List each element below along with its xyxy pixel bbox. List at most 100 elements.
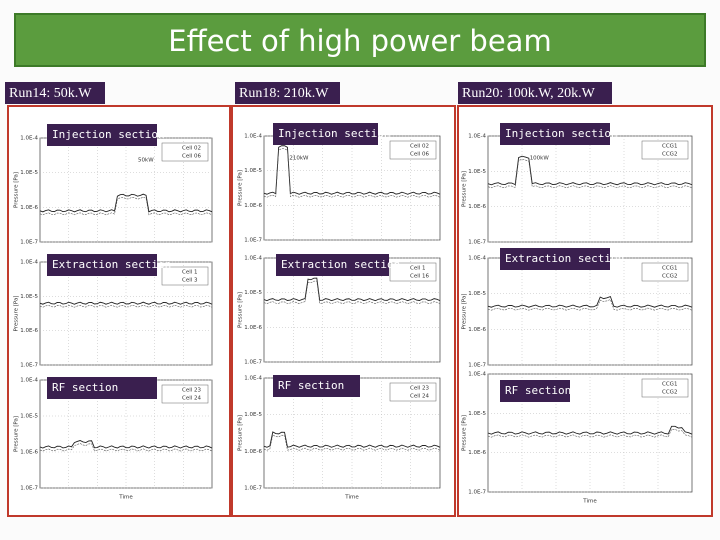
y-tick-label: 1.0E-5 (468, 169, 486, 175)
legend-box (389, 262, 437, 282)
y-tick-label: 1.0E-4 (468, 134, 486, 140)
y-tick-label: 1.0E-7 (244, 238, 262, 244)
trace (263, 434, 441, 451)
y-axis-label: Pressure [Pa] (462, 415, 468, 451)
title-bar (14, 13, 706, 67)
trace (39, 304, 213, 308)
section-box (500, 248, 610, 270)
y-tick-label: 1.0E-6 (20, 450, 38, 456)
plot-note: 100kW (530, 156, 550, 162)
y-tick-label: 1.0E-5 (468, 291, 486, 297)
y-tick-label: 1.0E-4 (20, 260, 38, 266)
y-tick-label: 1.0E-5 (468, 411, 486, 417)
trace (263, 145, 441, 195)
trace (39, 196, 213, 216)
legend-box (161, 142, 209, 162)
y-tick-label: 1.0E-4 (244, 376, 262, 382)
legend-entry: CCG2 (662, 274, 677, 280)
y-tick-label: 1.0E-5 (244, 290, 262, 296)
trace (263, 280, 441, 304)
trace (263, 431, 441, 448)
y-axis-label: Pressure [Pa] (462, 171, 468, 207)
legend-entry: CCG1 (662, 144, 677, 150)
legend-box (641, 378, 689, 398)
legend-entry: Cell 16 (410, 274, 430, 280)
legend-entry: Cell 02 (182, 146, 201, 152)
legend-entry: CCG1 (662, 266, 677, 272)
trace (487, 158, 693, 189)
y-tick-label: 1.0E-5 (244, 412, 262, 418)
y-tick-label: 1.0E-5 (20, 170, 38, 176)
column-header: Run14: 50k.W (9, 86, 92, 101)
legend-entry: Cell 06 (410, 152, 430, 158)
trace (487, 295, 693, 308)
x-axis-label: Time (344, 495, 359, 501)
y-tick-label: 1.0E-4 (244, 134, 262, 140)
section-label: Extraction section (505, 252, 624, 265)
y-tick-label: 1.0E-5 (244, 168, 262, 174)
y-tick-label: 1.0E-6 (468, 327, 486, 333)
legend-entry: Cell 06 (182, 154, 202, 160)
slide-title: Effect of high power beam (168, 24, 551, 58)
section-box (500, 123, 610, 145)
legend-box (161, 384, 209, 404)
section-box (47, 254, 157, 276)
y-axis-label: Pressure [Pa] (14, 416, 20, 452)
y-tick-label: 1.0E-5 (20, 294, 38, 300)
section-label: RF section (52, 381, 118, 394)
y-tick-label: 1.0E-6 (244, 449, 262, 455)
x-axis-label: Time (582, 499, 597, 505)
legend-entry: Cell 24 (182, 396, 202, 402)
trace (263, 148, 441, 198)
section-label: Injection section (505, 127, 618, 140)
legend-entry: CCG2 (662, 152, 677, 158)
legend-box (641, 140, 689, 160)
trace (39, 301, 213, 305)
section-label: RF section (278, 379, 344, 392)
legend-box (389, 382, 437, 402)
y-tick-label: 1.0E-6 (468, 450, 486, 456)
legend-box (161, 266, 209, 286)
trace (263, 277, 441, 302)
legend-entry: Cell 3 (182, 278, 198, 284)
y-tick-label: 1.0E-4 (20, 136, 38, 142)
trace (487, 155, 693, 186)
y-tick-label: 1.0E-4 (468, 256, 486, 262)
y-axis-label: Pressure [Pa] (14, 172, 20, 208)
y-tick-label: 1.0E-5 (20, 414, 38, 420)
y-tick-label: 1.0E-7 (468, 363, 486, 369)
section-box (276, 254, 389, 276)
trace (487, 425, 693, 435)
y-axis-label: Pressure [Pa] (238, 415, 244, 451)
trace (39, 440, 213, 449)
legend-box (389, 140, 437, 160)
section-label: Injection section (278, 127, 391, 140)
legend-entry: Cell 24 (410, 394, 430, 400)
legend-entry: CCG2 (662, 390, 677, 396)
section-label: Extraction section (52, 258, 171, 271)
y-tick-label: 1.0E-7 (468, 240, 486, 246)
legend-entry: Cell 23 (410, 386, 430, 392)
y-tick-label: 1.0E-4 (20, 378, 38, 384)
y-tick-label: 1.0E-6 (20, 328, 38, 334)
column-header: Run20: 100k.W, 20k.W (462, 86, 596, 101)
y-axis-label: Pressure [Pa] (238, 170, 244, 206)
section-box (273, 123, 378, 145)
plot-note: 210kW (289, 156, 309, 162)
y-tick-label: 1.0E-6 (20, 205, 38, 211)
section-box (500, 380, 570, 402)
y-axis-label: Pressure [Pa] (462, 294, 468, 330)
header-box (235, 82, 340, 104)
section-label: Injection section (52, 128, 165, 141)
legend-entry: Cell 02 (410, 144, 429, 150)
y-tick-label: 1.0E-7 (244, 486, 262, 492)
column-header: Run18: 210k.W (239, 86, 329, 101)
legend-entry: Cell 1 (182, 270, 198, 276)
section-label: Extraction section (281, 258, 400, 271)
y-tick-label: 1.0E-7 (20, 363, 38, 369)
header-box (5, 82, 105, 104)
y-tick-label: 1.0E-7 (20, 486, 38, 492)
y-tick-label: 1.0E-7 (244, 360, 262, 366)
